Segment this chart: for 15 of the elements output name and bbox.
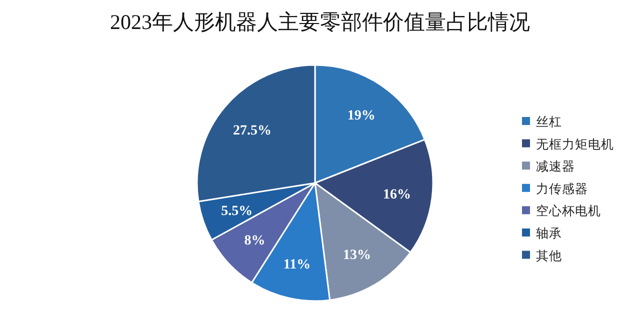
data-label: 27.5% [232, 123, 272, 138]
data-label: 19% [347, 108, 376, 124]
chart-title: 2023年人形机器人主要零部件价值量占比情况 [110, 10, 530, 34]
legend-label: 无框力矩电机 [536, 137, 614, 152]
legend-label: 空心杯电机 [536, 203, 601, 218]
legend-label: 轴承 [536, 226, 562, 240]
data-label: 8% [244, 234, 266, 249]
legend-label: 丝杠 [536, 115, 562, 129]
data-label: 16% [382, 187, 411, 202]
legend-label: 力传感器 [536, 182, 588, 196]
data-label: 5.5% [221, 204, 253, 219]
legend-label: 减速器 [536, 160, 575, 174]
data-label: 13% [343, 248, 372, 264]
legend-label: 其他 [536, 248, 562, 263]
data-label: 11% [283, 258, 311, 273]
